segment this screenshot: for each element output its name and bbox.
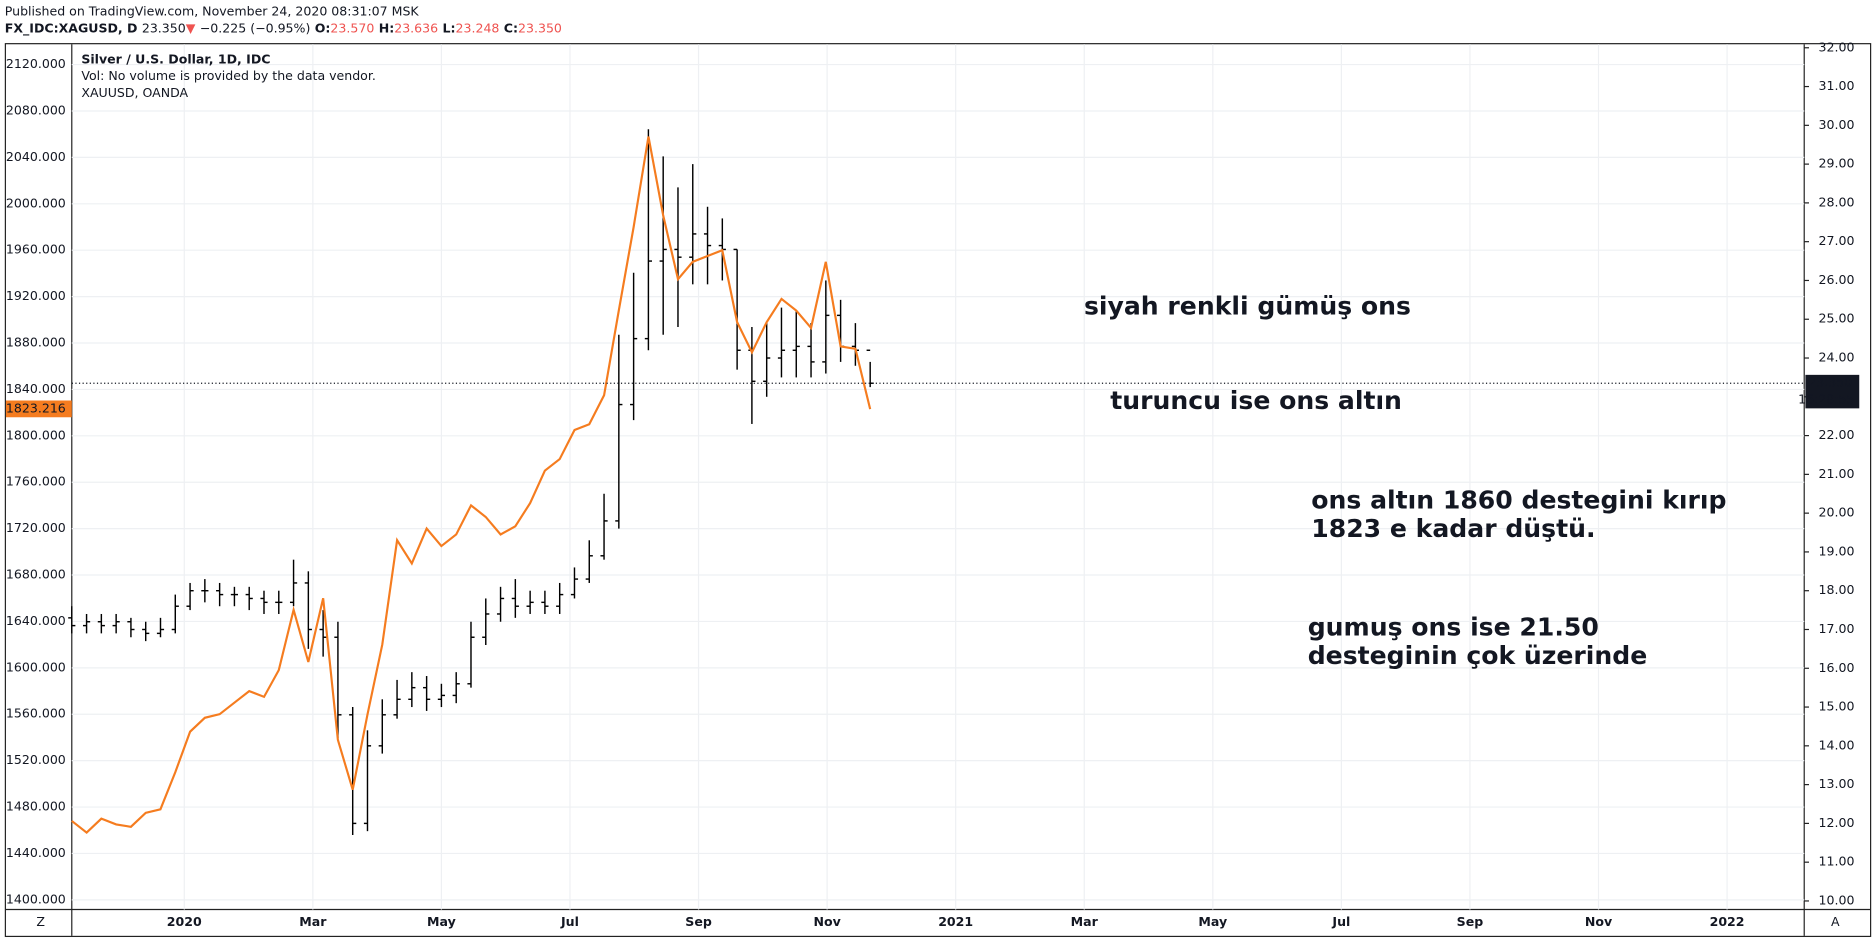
c-value: 23.350 — [518, 20, 562, 35]
x-tick-label: Sep — [685, 914, 712, 929]
y2-tick-label: 30.00 — [1819, 117, 1855, 132]
y2-tick-label: 22.00 — [1819, 427, 1855, 442]
gold-line — [71, 136, 872, 834]
y-tick-label: 1720.000 — [6, 520, 66, 535]
y-tick-label: 1520.000 — [6, 752, 66, 767]
y-tick-label: 1920.000 — [6, 288, 66, 303]
y-tick-label: 1440.000 — [6, 845, 66, 860]
symbol: FX_IDC:XAGUSD, D — [5, 20, 138, 36]
annotation: ons altın 1860 destegini kırıp — [1311, 485, 1726, 514]
l-value: 23.248 — [456, 20, 500, 35]
y2-tick-label: 29.00 — [1819, 156, 1855, 171]
x-tick-label: Nov — [813, 914, 840, 929]
x-tick-label: Jul — [1331, 914, 1350, 929]
y-tick-label: 1960.000 — [6, 242, 66, 257]
grid — [71, 44, 1805, 910]
outer-frame — [4, 43, 1872, 938]
o-value: 23.570 — [330, 20, 374, 35]
change: −0.225 (−0.95%) — [200, 20, 311, 35]
y2-tick-label: 21.00 — [1819, 466, 1855, 481]
annotation: 1823 e kadar düştü. — [1311, 514, 1595, 543]
y2-tick-label: 20.00 — [1819, 505, 1855, 520]
y2-tick-label: 14.00 — [1819, 737, 1855, 752]
y-tick-label: 2000.000 — [6, 195, 66, 210]
c-label: C: — [504, 20, 518, 35]
x-tick-label: 2021 — [938, 914, 973, 929]
y-tick-label: 1840.000 — [6, 381, 66, 396]
y2-tick-label: 32.00 — [1819, 39, 1855, 54]
x-tick-label: May — [427, 914, 456, 929]
y-tick-label: 1600.000 — [6, 659, 66, 674]
plot — [68, 129, 1805, 836]
corner-right[interactable]: A — [1831, 914, 1840, 929]
y2-tick-label: 10.00 — [1819, 892, 1855, 907]
x-tick-label: 2022 — [1710, 914, 1745, 929]
y-tick-label: 2080.000 — [6, 102, 66, 117]
x-tick-label: Sep — [1457, 914, 1484, 929]
corner-left[interactable]: Z — [36, 914, 45, 929]
x-tick-label: 2020 — [167, 914, 202, 929]
y-tick-label: 1800.000 — [6, 427, 66, 442]
y2-tick-label: 19.00 — [1819, 543, 1855, 558]
countdown-label: 16:28:55 — [1798, 391, 1854, 406]
annotation: turuncu ise ons altın — [1110, 386, 1402, 415]
y-tick-label: 1560.000 — [6, 706, 66, 721]
x-tick-label: Mar — [1071, 914, 1099, 929]
publish-info: Published on TradingView.com, November 2… — [5, 3, 420, 18]
gold-price-label: 1823.216 — [6, 400, 66, 415]
l-label: L: — [443, 20, 456, 35]
y2-tick-label: 24.00 — [1819, 350, 1855, 365]
symbol-line: FX_IDC:XAGUSD, D 23.350▼ −0.225 (−0.95%)… — [5, 20, 562, 36]
y-tick-label: 2040.000 — [6, 149, 66, 164]
labels: 1400.000 1440.000 1480.000 1520.000 1560.000… — [5, 39, 1860, 929]
y2-tick-label: 16.00 — [1819, 660, 1855, 675]
last-price-label: 23.350 — [1808, 375, 1852, 390]
annotation: siyah renkli gümüş ons — [1084, 292, 1411, 321]
annotation: gumuş ons ise 21.50 — [1308, 612, 1599, 641]
y-tick-label: 1760.000 — [6, 474, 66, 489]
annotation: desteginin çok üzerinde — [1308, 641, 1648, 670]
x-tick-label: May — [1198, 914, 1227, 929]
y2-tick-label: 27.00 — [1819, 233, 1855, 248]
legend-note: Vol: No volume is provided by the data v… — [81, 68, 375, 83]
gold-price-box — [5, 400, 72, 418]
y2-tick-label: 28.00 — [1819, 194, 1855, 209]
y2-tick-label: 17.00 — [1819, 621, 1855, 636]
legend-gold: XAUUSD, OANDA — [81, 85, 188, 100]
y2-tick-label: 26.00 — [1819, 272, 1855, 287]
x-tick-label: Jul — [560, 914, 579, 929]
y-tick-label: 2120.000 — [6, 56, 66, 71]
x-tick-label: Nov — [1585, 914, 1612, 929]
y2-tick-label: 25.00 — [1819, 311, 1855, 326]
y2-tick-label: 15.00 — [1819, 699, 1855, 714]
y2-tick-label: 12.00 — [1819, 815, 1855, 830]
arrow: ▼ — [186, 20, 196, 35]
y-tick-label: 1480.000 — [6, 799, 66, 814]
y2-tick-label: 31.00 — [1819, 78, 1855, 93]
y2-tick-label: 11.00 — [1819, 854, 1855, 869]
h-value: 23.636 — [394, 20, 438, 35]
y-tick-label: 1680.000 — [6, 567, 66, 582]
y2-tick-label: 13.00 — [1819, 776, 1855, 791]
o-label: O: — [315, 20, 331, 35]
h-label: H: — [379, 20, 395, 35]
last: 23.350 — [142, 20, 186, 35]
last-price-box — [1805, 374, 1860, 409]
legend-silver: Silver / U.S. Dollar, 1D, IDC — [81, 51, 270, 66]
y2-tick-label: 18.00 — [1819, 582, 1855, 597]
y-tick-label: 1640.000 — [6, 613, 66, 628]
y-tick-label: 1880.000 — [6, 335, 66, 350]
x-tick-label: Mar — [299, 914, 327, 929]
y-tick-label: 1400.000 — [6, 891, 66, 906]
